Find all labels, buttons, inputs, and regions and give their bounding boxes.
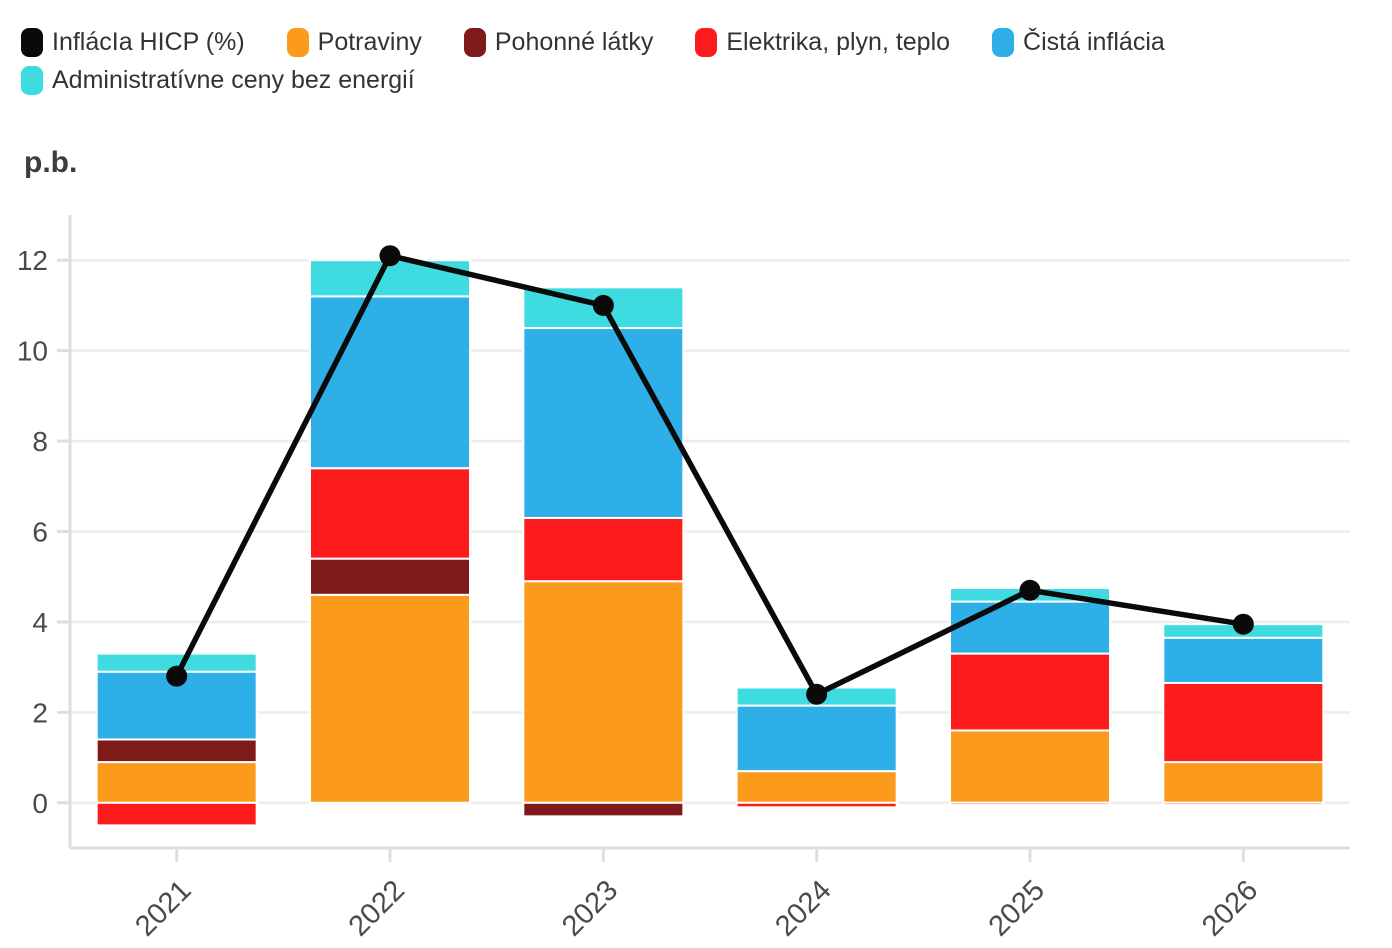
hicp-point [166, 665, 188, 687]
bar-segment [1162, 761, 1325, 804]
legend-swatch-cista-inflacia [992, 28, 1015, 57]
legend-item-elektrika-plyn-teplo[interactable]: Elektrika, plyn, teplo [695, 28, 950, 57]
legend-item-pohonne-latky[interactable]: Pohonné látky [463, 28, 654, 57]
legend-label: Pohonné látky [494, 28, 654, 56]
bar-segment [309, 467, 471, 560]
legend-swatch-inflacia-hicp [21, 28, 43, 57]
bar-segment [522, 801, 685, 818]
bar-segment [735, 801, 898, 809]
bar-segment [522, 327, 685, 519]
bar-segment [1162, 636, 1325, 684]
x-axis-label: 2023 [556, 874, 624, 942]
bar-segment [309, 295, 471, 470]
x-axis-label: 2025 [983, 874, 1051, 942]
hicp-line-series [166, 245, 1254, 705]
hicp-point [806, 683, 828, 705]
legend-label: Elektrika, plyn, teplo [726, 28, 951, 56]
hicp-point [379, 245, 401, 267]
y-axis: 0 2 4 6 8 10 12 [17, 215, 1350, 850]
legend: InflácIa HICP (%) Potraviny Pohonné látky E… [21, 28, 1201, 95]
legend-label: InflácIa HICP (%) [52, 28, 245, 56]
legend-item-inflacia-hicp[interactable]: InflácIa HICP (%) [21, 28, 245, 57]
legend-label: Čistá inflácia [1023, 28, 1165, 56]
bar-segment [522, 516, 685, 583]
legend-item-cista-inflacia[interactable]: Čistá inflácia [992, 28, 1165, 57]
legend-swatch-pohonne-latky [463, 28, 486, 57]
legend-swatch-potraviny [286, 28, 309, 57]
y-tick-label: 6 [32, 517, 48, 548]
bar-segment [1162, 681, 1325, 764]
legend-label: Administratívne ceny bez energií [52, 66, 415, 94]
y-tick-label: 0 [32, 788, 48, 819]
y-tick-label: 10 [17, 336, 48, 367]
bar-segment [309, 557, 471, 596]
x-axis-label: 2026 [1196, 874, 1264, 942]
x-axis: 2021 2022 2023 2024 2025 2026 [129, 848, 1264, 943]
legend-item-administrativne-ceny-bez-energii[interactable]: Administratívne ceny bez energií [21, 66, 415, 95]
y-tick-label: 2 [32, 697, 48, 728]
bar-segment [95, 801, 258, 827]
bar-segment [522, 580, 685, 804]
x-axis-label: 2022 [343, 874, 411, 942]
y-tick-label: 12 [17, 245, 48, 276]
bar-segment [1162, 801, 1325, 807]
bar-segment [95, 738, 258, 764]
y-tick-label: 8 [32, 426, 48, 457]
bar-segment [949, 652, 1111, 732]
hicp-point [592, 294, 614, 316]
bar-segment [949, 729, 1111, 804]
bar-segment [735, 704, 898, 773]
x-axis-label: 2021 [129, 874, 197, 942]
legend-label: Potraviny [317, 28, 422, 56]
hicp-line [174, 252, 1244, 698]
hicp-point [1019, 579, 1041, 601]
bar-segment [735, 770, 898, 804]
bar-segment [309, 593, 471, 804]
bars [95, 259, 1325, 827]
bar-segment [95, 761, 258, 804]
y-tick-label: 4 [32, 607, 48, 638]
bar-segment [949, 600, 1111, 655]
gridlines [70, 258, 1350, 805]
hicp-point [1232, 613, 1254, 635]
legend-swatch-administrativne-ceny-bez-energii [21, 66, 43, 95]
legend-swatch-elektrika-plyn-teplo [695, 28, 718, 57]
y-axis-unit-label: p.b. [24, 146, 78, 179]
bar-segment [949, 801, 1111, 807]
legend-item-potraviny[interactable]: Potraviny [286, 28, 422, 57]
x-axis-label: 2024 [769, 874, 837, 942]
